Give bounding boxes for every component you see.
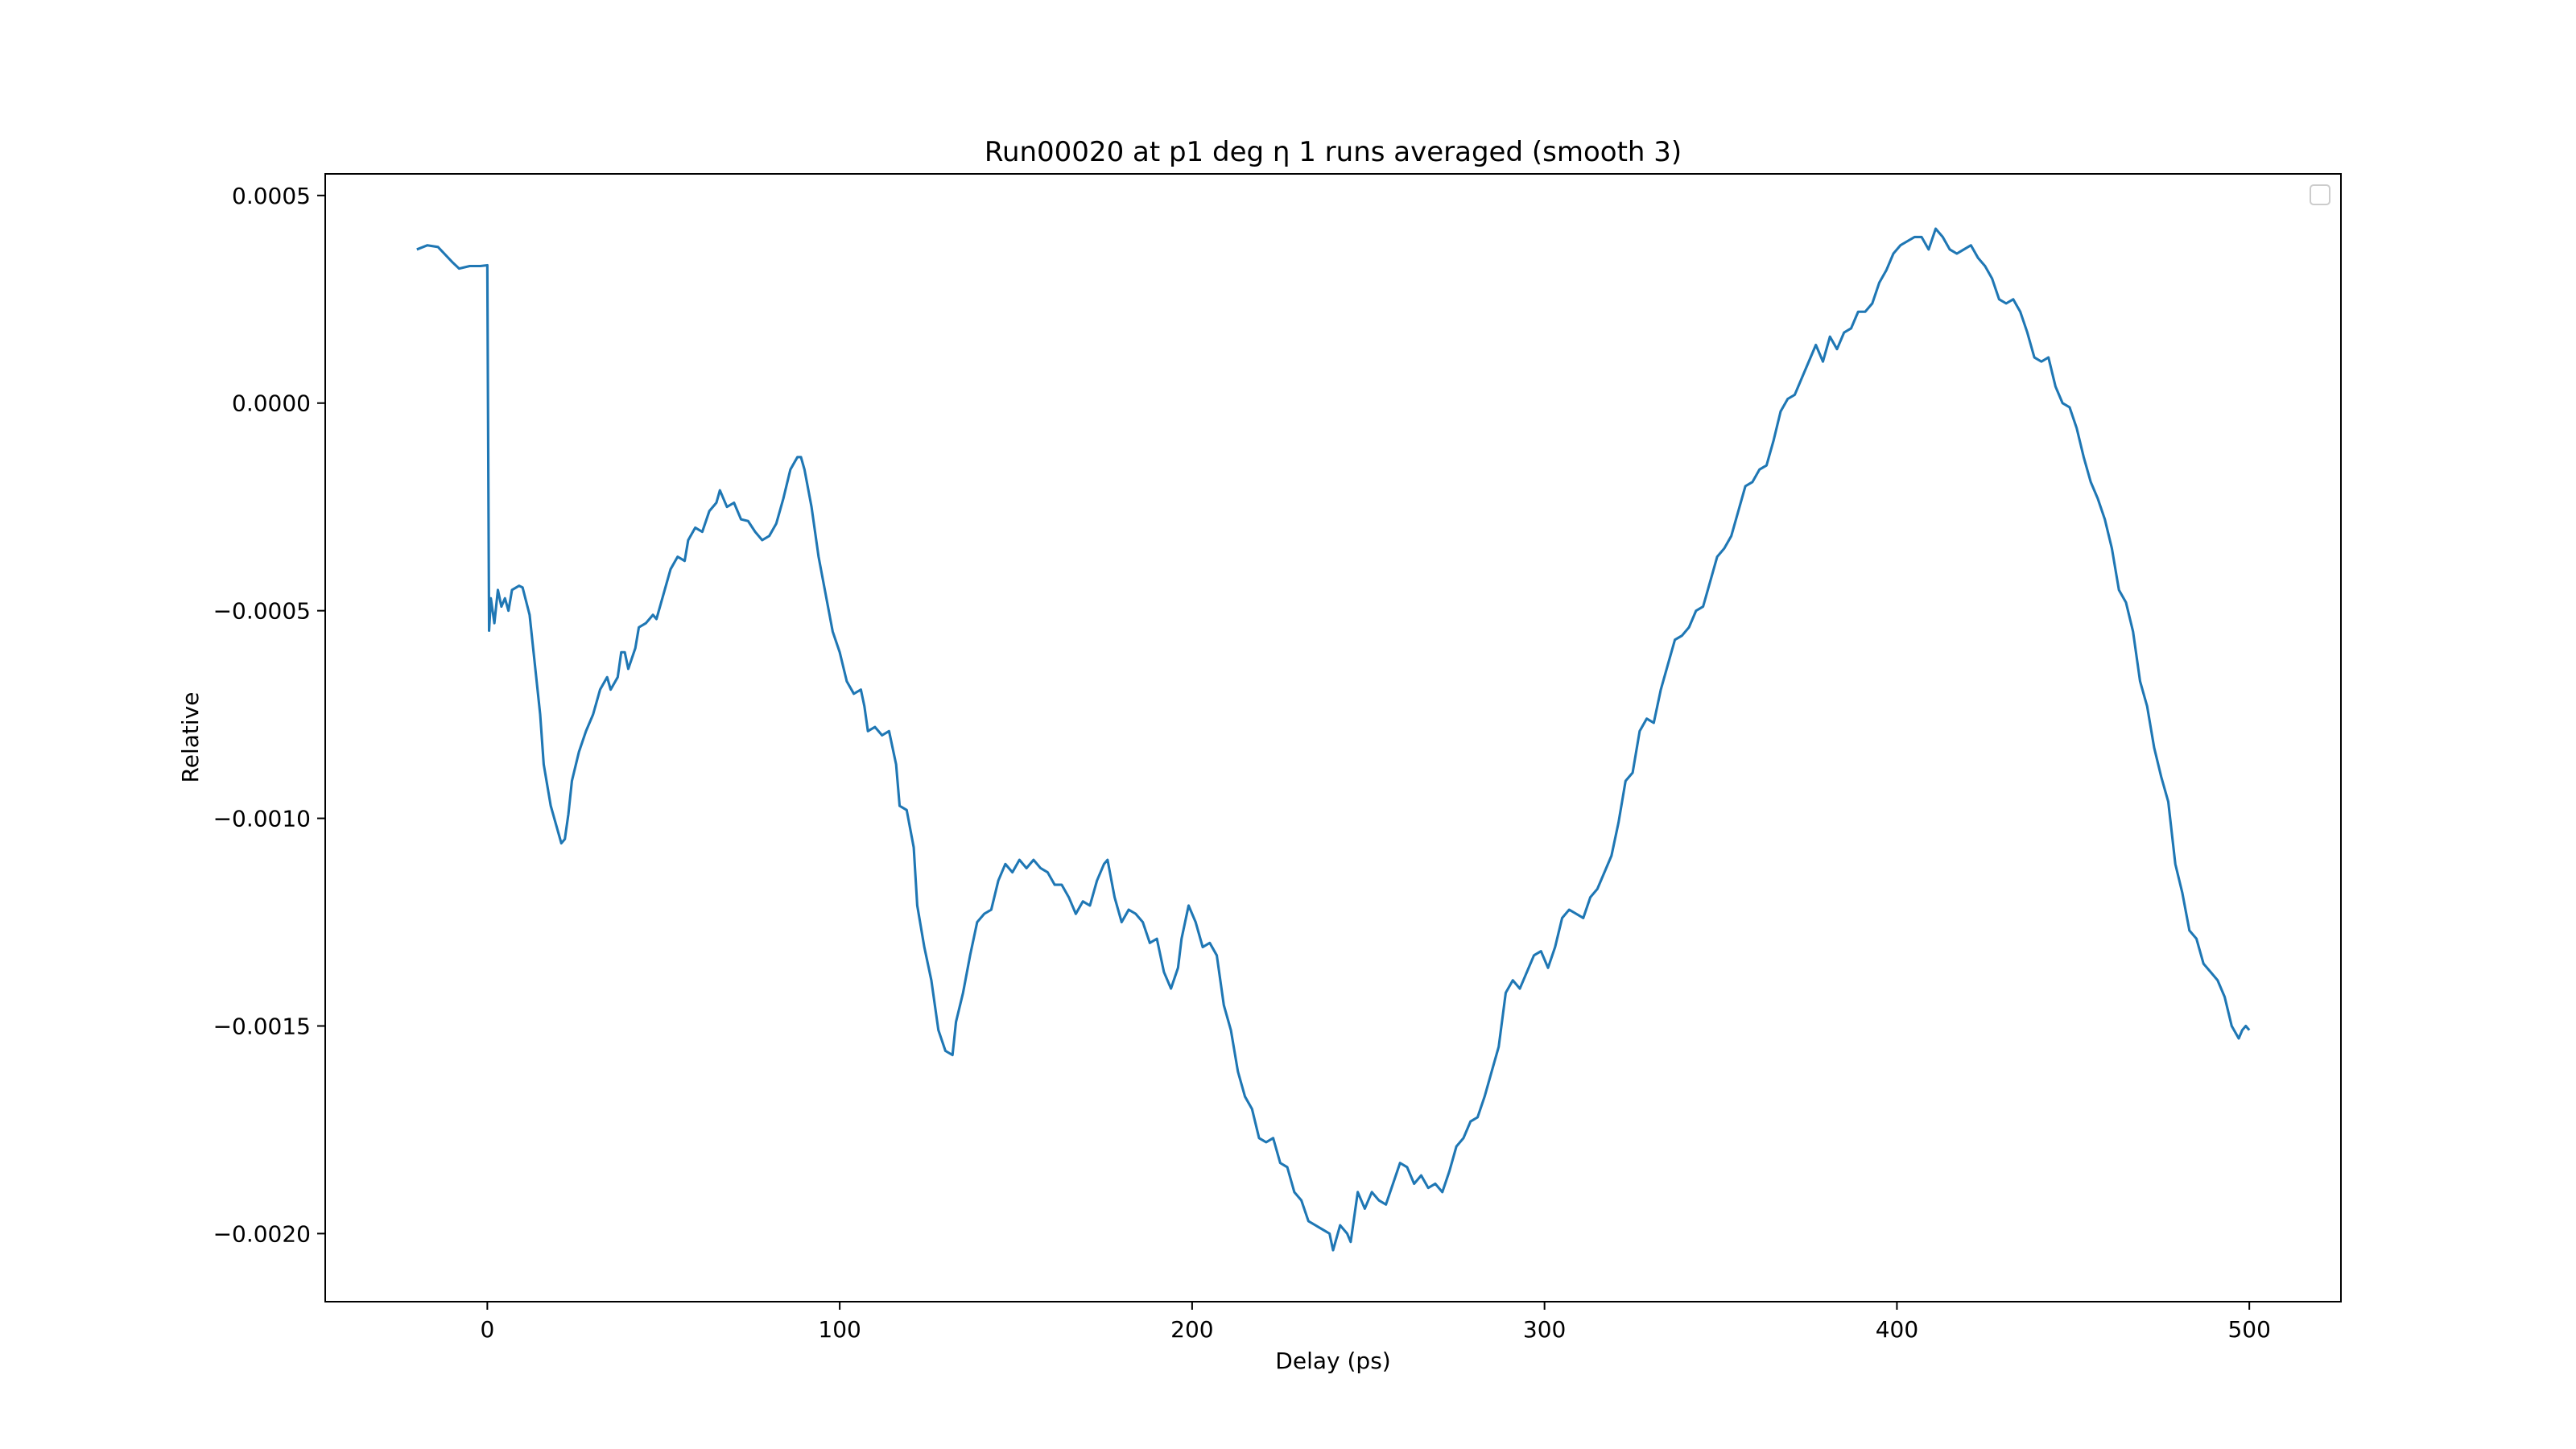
axes-frame xyxy=(324,173,2342,1302)
x-tick-label: 200 xyxy=(1170,1316,1213,1343)
x-axis-label: Delay (ps) xyxy=(1275,1348,1390,1374)
legend-box xyxy=(2310,184,2330,205)
y-tick-label: −0.0015 xyxy=(213,1013,311,1039)
x-tick-label: 0 xyxy=(480,1316,494,1343)
x-tick-label: 500 xyxy=(2227,1316,2270,1343)
y-tick-label: 0.0005 xyxy=(232,183,311,209)
y-tick-label: 0.0000 xyxy=(232,390,311,417)
x-tick-label: 400 xyxy=(1876,1316,1918,1343)
x-tick-label: 300 xyxy=(1523,1316,1566,1343)
y-tick-label: −0.0005 xyxy=(213,598,311,625)
data-line xyxy=(416,227,2251,1252)
y-axis-label: Relative xyxy=(177,692,204,783)
chart-title: Run00020 at p1 deg η 1 runs averaged (sm… xyxy=(985,136,1682,168)
x-tick-label: 100 xyxy=(818,1316,861,1343)
y-tick-label: −0.0020 xyxy=(213,1220,311,1247)
y-tick-label: −0.0010 xyxy=(213,806,311,832)
